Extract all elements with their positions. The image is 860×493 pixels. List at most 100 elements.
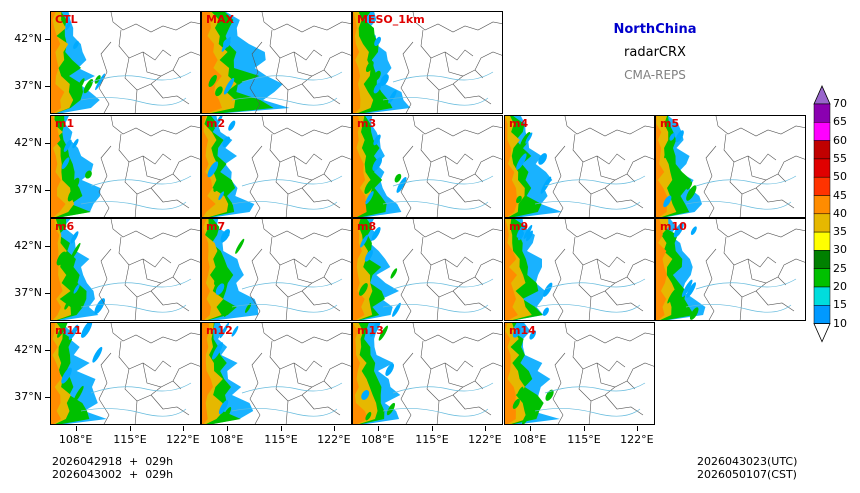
latitude-label: 37°N [14, 79, 42, 93]
longitude-tick [281, 426, 283, 431]
panel-label: m11 [55, 324, 82, 337]
panel-label: MESO_1km [357, 13, 425, 26]
region-title: NorthChina [613, 22, 697, 37]
longitude-label: 108°E [58, 433, 93, 446]
longitude-tick [333, 426, 335, 431]
panel-label: MAX [206, 13, 234, 26]
longitude-tick [432, 426, 434, 431]
radar-map [51, 116, 200, 217]
colorbar-level-label: 55 [833, 151, 847, 165]
radar-map [353, 323, 502, 424]
map-panel-m1: m1 [50, 115, 201, 218]
latitude-label: 37°N [14, 286, 42, 300]
map-panel-max: MAX [201, 11, 352, 114]
latitude-label: 42°N [14, 31, 42, 45]
radar-map [656, 219, 805, 320]
colorbar-segment [813, 305, 831, 324]
longitude-tick [226, 426, 228, 431]
colorbar-segment [813, 103, 831, 123]
map-panel-m3: m3 [352, 115, 503, 218]
radar-map [353, 219, 502, 320]
colorbar-level-label: 15 [833, 298, 847, 312]
panel-label: m5 [660, 117, 680, 130]
latitude-label: 42°N [14, 238, 42, 252]
radar-map [202, 219, 351, 320]
map-panel-m5: m5 [655, 115, 806, 218]
colorbar-level-label: 70 [833, 97, 847, 110]
radar-map [202, 323, 351, 424]
latitude-label: 42°N [14, 342, 42, 356]
panel-label: m4 [509, 117, 529, 130]
longitude-tick [75, 426, 77, 431]
colorbar-segment [813, 176, 831, 196]
map-panel-meso-1km: MESO_1km [352, 11, 503, 114]
colorbar-segment [813, 140, 831, 160]
panel-label: m7 [206, 220, 226, 233]
latitude-tick [45, 190, 50, 192]
radar-map [505, 219, 654, 320]
colorbar-segment [813, 195, 831, 215]
map-panel-m11: m11 [50, 322, 201, 425]
panel-label: m2 [206, 117, 226, 130]
colorbar-level-label: 65 [833, 115, 847, 129]
panel-label: m1 [55, 117, 75, 130]
map-panel-m12: m12 [201, 322, 352, 425]
radar-map [505, 323, 654, 424]
longitude-tick [529, 426, 531, 431]
panel-label: m13 [357, 324, 384, 337]
radar-map [505, 116, 654, 217]
latitude-tick [45, 38, 50, 40]
valid-time-cst: 2026050107(CST) [697, 468, 797, 481]
longitude-label: 108°E [209, 433, 244, 446]
colorbar-segment [813, 268, 831, 288]
colorbar-segment [813, 231, 831, 251]
longitude-label: 108°E [512, 433, 547, 446]
colorbar-level-label: 50 [833, 170, 847, 184]
map-panel-m10: m10 [655, 218, 806, 321]
radar-map [353, 116, 502, 217]
panel-label: CTL [55, 13, 78, 26]
colorbar-extend-min [813, 323, 831, 343]
longitude-tick [484, 426, 486, 431]
panel-label: m8 [357, 220, 377, 233]
map-panel-m6: m6 [50, 218, 201, 321]
map-panel-m8: m8 [352, 218, 503, 321]
latitude-tick [45, 293, 50, 295]
panel-label: m6 [55, 220, 75, 233]
longitude-tick [130, 426, 132, 431]
latitude-tick [45, 142, 50, 144]
latitude-tick [45, 349, 50, 351]
map-panel-m14: m14 [504, 322, 655, 425]
radar-map [202, 12, 351, 113]
variable-title: radarCRX [624, 45, 686, 60]
longitude-label: 115°E [264, 433, 298, 446]
radar-map [51, 12, 200, 113]
panel-label: m12 [206, 324, 233, 337]
latitude-tick [45, 397, 50, 399]
longitude-label: 122°E [620, 433, 654, 446]
longitude-label: 122°E [166, 433, 200, 446]
longitude-label: 122°E [317, 433, 351, 446]
panel-label: m10 [660, 220, 687, 233]
colorbar-level-label: 30 [833, 243, 847, 257]
panel-label: m3 [357, 117, 377, 130]
longitude-label: 115°E [567, 433, 601, 446]
longitude-label: 122°E [468, 433, 502, 446]
radar-map [353, 12, 502, 113]
panel-label: m9 [509, 220, 529, 233]
colorbar-level-label: 45 [833, 188, 847, 202]
map-panel-m13: m13 [352, 322, 503, 425]
longitude-tick [182, 426, 184, 431]
colorbar-segment [813, 122, 831, 141]
colorbar-level-label: 60 [833, 133, 847, 147]
colorbar [813, 85, 831, 343]
map-panel-m9: m9 [504, 218, 655, 321]
latitude-tick [45, 86, 50, 88]
longitude-label: 115°E [415, 433, 449, 446]
valid-time-utc: 2026043023(UTC) [697, 455, 798, 468]
longitude-label: 115°E [113, 433, 147, 446]
colorbar-segment [813, 158, 831, 178]
colorbar-level-label: 25 [833, 261, 847, 275]
radar-map [51, 219, 200, 320]
model-title: CMA-REPS [624, 68, 686, 82]
